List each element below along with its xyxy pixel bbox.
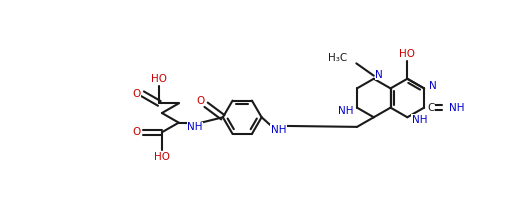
Text: HO: HO — [152, 74, 167, 84]
Text: NH: NH — [412, 115, 428, 125]
Text: NH: NH — [449, 103, 464, 113]
Text: N: N — [375, 70, 383, 80]
Text: C: C — [427, 103, 435, 113]
Text: O: O — [132, 127, 140, 137]
Text: NH: NH — [337, 106, 353, 116]
Text: HO: HO — [154, 152, 170, 162]
Text: N: N — [429, 81, 437, 91]
Text: HO: HO — [399, 49, 415, 59]
Text: NH: NH — [187, 122, 203, 132]
Text: O: O — [197, 96, 205, 106]
Text: O: O — [132, 89, 140, 99]
Text: NH: NH — [270, 125, 286, 135]
Text: H₃C: H₃C — [328, 53, 347, 63]
